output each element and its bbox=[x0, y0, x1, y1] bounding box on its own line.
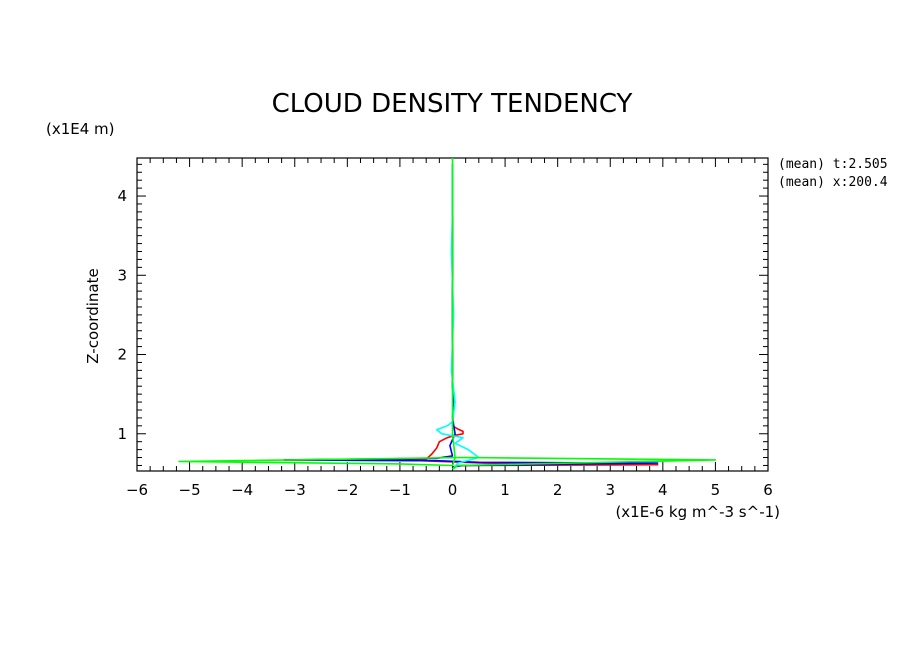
info-mean-t: (mean) t:2.505 bbox=[778, 157, 888, 172]
x-tick-label: 0 bbox=[448, 481, 458, 499]
x-tick-label: 3 bbox=[605, 481, 615, 499]
x-tick-label: −2 bbox=[336, 481, 358, 499]
x-tick-label: −5 bbox=[179, 481, 201, 499]
y-tick-labels: 1 2 3 4 bbox=[117, 187, 127, 443]
y-tick-label: 1 bbox=[117, 425, 127, 443]
series-line bbox=[283, 164, 659, 468]
axis-ticks bbox=[136, 158, 769, 471]
y-units-label: (x1E4 m) bbox=[46, 120, 115, 138]
y-tick-label: 4 bbox=[117, 187, 127, 205]
x-tick-label: −1 bbox=[389, 481, 411, 499]
y-tick-label: 2 bbox=[117, 346, 127, 364]
x-axis-label: (x1E-6 kg m^-3 s^-1) bbox=[615, 503, 780, 521]
x-tick-label: 6 bbox=[763, 481, 773, 499]
x-tick-label: −6 bbox=[126, 481, 148, 499]
info-mean-x: (mean) x:200.4 bbox=[778, 175, 888, 190]
x-tick-label: 1 bbox=[500, 481, 510, 499]
series-group bbox=[178, 158, 717, 471]
series-line bbox=[435, 164, 480, 470]
x-tick-label: −4 bbox=[231, 481, 253, 499]
x-tick-label: 5 bbox=[711, 481, 721, 499]
x-tick-labels: −6 −5 −4 −3 −2 −1 0 1 2 3 4 5 6 bbox=[126, 481, 773, 499]
series-line bbox=[283, 164, 659, 468]
y-axis-label: Z-coordinate bbox=[84, 268, 102, 363]
x-tick-label: −3 bbox=[284, 481, 306, 499]
x-tick-label: 2 bbox=[553, 481, 563, 499]
series-line bbox=[178, 158, 717, 471]
x-tick-label: 4 bbox=[658, 481, 668, 499]
y-tick-label: 3 bbox=[117, 266, 127, 284]
chart-title: CLOUD DENSITY TENDENCY bbox=[272, 89, 633, 119]
